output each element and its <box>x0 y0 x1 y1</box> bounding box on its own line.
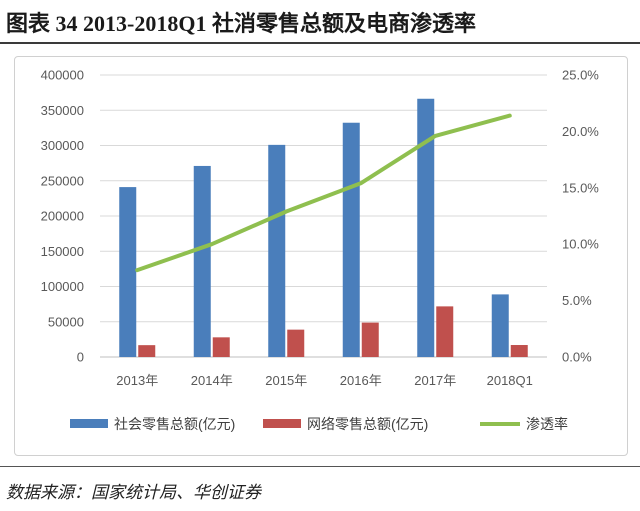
bar-online-retail <box>138 345 156 357</box>
legend-swatch-retail-total <box>70 419 108 428</box>
bar-retail-total <box>342 122 360 357</box>
y-right-tick-label: 15.0% <box>562 180 599 195</box>
legend-label: 渗透率 <box>526 416 568 432</box>
y-right-tick-label: 20.0% <box>562 124 599 139</box>
legend-swatch-online-retail <box>263 419 301 428</box>
x-tick-label: 2014年 <box>191 373 233 388</box>
combo-chart: 0 50000 100000 150000 200000 250000 300000 3500… <box>41 68 600 433</box>
bar-online-retail <box>510 345 528 357</box>
y-left-tick-label: 350000 <box>41 103 84 118</box>
bar-retail-total <box>417 98 435 358</box>
chart-frame <box>14 56 628 456</box>
y-left-tick-label: 400000 <box>41 68 84 83</box>
y-left-tick-label: 50000 <box>48 314 84 329</box>
y-right-tick-label: 25.0% <box>562 68 599 83</box>
line-penetration-rate <box>135 113 512 273</box>
y-left-tick-label: 150000 <box>41 244 84 259</box>
source-note: 数据来源：国家统计局、华创证券 <box>6 483 261 503</box>
bar-retail-total <box>119 187 137 357</box>
y-left-tick-label: 300000 <box>41 138 84 153</box>
legend-label: 网络零售总额(亿元) <box>307 416 428 432</box>
x-tick-label: 2016年 <box>340 373 382 388</box>
bar-retail-total <box>193 165 211 357</box>
y-left-tick-label: 100000 <box>41 279 84 294</box>
y-left-tick-label: 0 <box>77 350 84 365</box>
y-left-tick-label: 200000 <box>41 209 84 224</box>
x-tick-label: 2015年 <box>265 373 307 388</box>
bar-online-retail <box>287 329 305 357</box>
chart-title: 图表 34 2013-2018Q1 社消零售总额及电商渗透率 <box>6 11 476 36</box>
y-right-tick-label: 5.0% <box>562 293 592 308</box>
x-tick-label: 2017年 <box>414 373 456 388</box>
y-right-tick-label: 0.0% <box>562 350 592 365</box>
bar-retail-total <box>268 144 286 357</box>
x-tick-label: 2013年 <box>116 373 158 388</box>
y-right-tick-label: 10.0% <box>562 237 599 252</box>
x-tick-label: 2018Q1 <box>487 373 533 388</box>
bar-online-retail <box>361 322 379 357</box>
bar-retail-total <box>491 294 509 357</box>
title-divider <box>0 42 640 44</box>
bar-online-retail <box>212 337 230 357</box>
bar-online-retail <box>436 306 454 357</box>
footer-divider <box>0 466 640 467</box>
y-left-tick-label: 250000 <box>41 173 84 188</box>
legend-label: 社会零售总额(亿元) <box>114 416 235 432</box>
